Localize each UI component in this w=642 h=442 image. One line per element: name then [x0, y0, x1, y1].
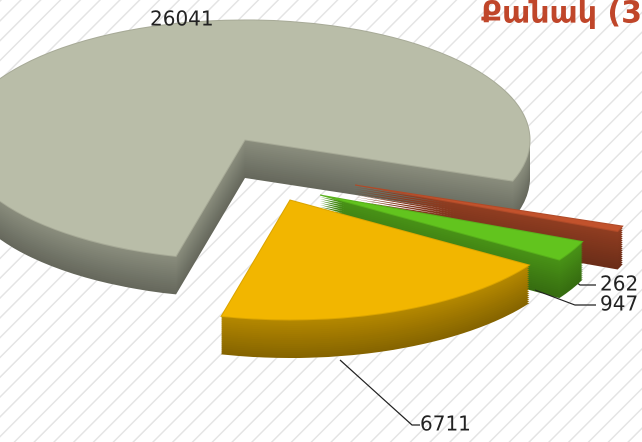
slice-side: [355, 199, 623, 246]
slice-top: [354, 184, 624, 233]
leader-line: [534, 289, 596, 306]
slice-top: [220, 199, 531, 321]
slice-side: [355, 193, 623, 240]
pie-slice: [0, 19, 531, 295]
slice-top: [319, 194, 584, 261]
data-label: 947: [600, 292, 638, 316]
slice-side: [355, 189, 623, 236]
leader-line: [339, 359, 420, 426]
slice-side: [355, 191, 623, 238]
slice-top: [0, 19, 531, 257]
data-label: 6711: [420, 412, 471, 436]
slice-side: [355, 187, 623, 234]
data-label: 262: [600, 272, 638, 296]
chart-title: Քանակ (3: [481, 0, 642, 31]
slice-side: [355, 197, 623, 244]
pie-slice: [220, 199, 531, 358]
slice-side: [355, 195, 623, 242]
data-label: 26041: [150, 7, 214, 31]
